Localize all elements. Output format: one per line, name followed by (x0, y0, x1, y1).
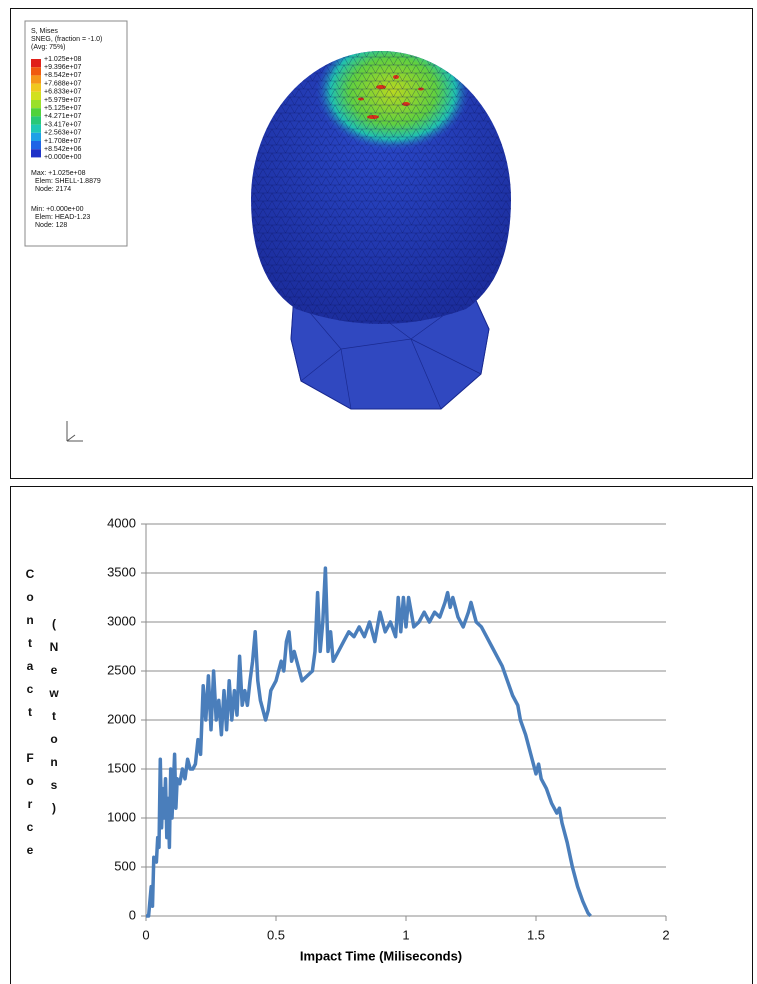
legend-title: S, Mises (31, 28, 58, 35)
legend-swatch (31, 84, 41, 92)
max-info: Node: 2174 (35, 186, 71, 193)
legend-value: +5.125e+07 (44, 105, 81, 112)
legend-value: +2.563e+07 (44, 130, 81, 137)
y-tick-label: 3000 (107, 613, 136, 628)
legend-value: +4.271e+07 (44, 113, 81, 120)
y-tick-label: 500 (114, 858, 136, 873)
legend-swatch (31, 133, 41, 141)
min-info: Min: +0.000e+00 (31, 206, 84, 213)
y-tick-label: 3500 (107, 564, 136, 579)
x-tick-label: 0.5 (267, 927, 285, 942)
legend-swatch (31, 141, 41, 149)
legend-swatch (31, 100, 41, 108)
chart: Impact Time (Miliseconds) 05001000150020… (11, 487, 751, 984)
legend-swatch (31, 125, 41, 133)
legend-title: (Avg: 75%) (31, 44, 66, 51)
legend-title: SNEG, (fraction = -1.0) (31, 36, 102, 43)
y-tick-label: 2500 (107, 662, 136, 677)
legend-swatch (31, 108, 41, 116)
legend-value: +7.688e+07 (44, 80, 81, 87)
legend-swatch (31, 75, 41, 83)
dome (241, 37, 521, 349)
x-tick-label: 0 (142, 927, 149, 942)
max-info: Max: +1.025e+08 (31, 170, 86, 177)
y-tick-label: 0 (129, 907, 136, 922)
legend-value: +5.979e+07 (44, 97, 81, 104)
data-line (146, 568, 591, 916)
y-tick-label: 1500 (107, 760, 136, 775)
min-info: Node: 128 (35, 222, 67, 229)
legend-value: +0.000e+00 (44, 154, 81, 161)
chart-panel: Contact Force (Newtons) Impact Time (Mil… (10, 486, 753, 984)
x-tick-label: 1.5 (527, 927, 545, 942)
y-tick-label: 2000 (107, 711, 136, 726)
legend-value: +3.417e+07 (44, 121, 81, 128)
max-info: Elem: SHELL-1.8879 (35, 178, 101, 185)
y-tick-label: 4000 (107, 515, 136, 530)
y-tick-label: 1000 (107, 809, 136, 824)
x-tick-label: 1 (402, 927, 409, 942)
legend-value: +8.542e+06 (44, 146, 81, 153)
legend-value: +1.708e+07 (44, 138, 81, 145)
page: S, MisesSNEG, (fraction = -1.0)(Avg: 75%… (0, 0, 757, 984)
min-info: Elem: HEAD-1.23 (35, 214, 90, 221)
legend-value: +9.396e+07 (44, 64, 81, 71)
axis-triad (67, 421, 83, 441)
x-axis-label: Impact Time (Miliseconds) (300, 948, 462, 963)
legend-swatch (31, 59, 41, 67)
legend-swatch (31, 149, 41, 157)
legend-swatch (31, 67, 41, 75)
x-tick-label: 2 (662, 927, 669, 942)
legend-swatch (31, 116, 41, 124)
legend-value: +8.542e+07 (44, 72, 81, 79)
legend-value: +1.025e+08 (44, 56, 81, 63)
legend-value: +6.833e+07 (44, 89, 81, 96)
legend-swatch (31, 92, 41, 100)
